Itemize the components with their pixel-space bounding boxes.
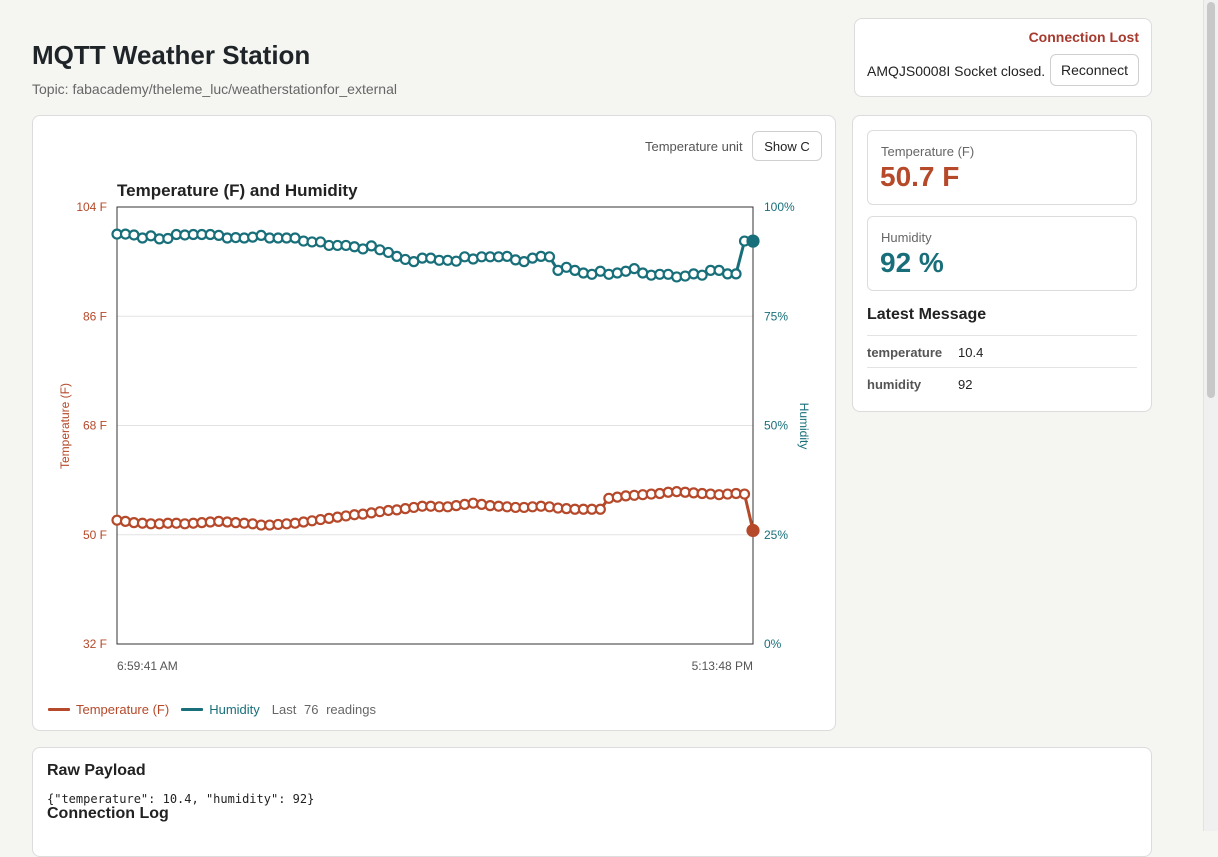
humidity-stat: Humidity 92 % [867, 216, 1137, 291]
y-tick-label: 68 F [83, 419, 107, 433]
y2-tick-label: 25% [764, 528, 788, 542]
topic-label: Topic: fabacademy/theleme_luc/weathersta… [32, 81, 397, 97]
readings-number: 76 [303, 702, 319, 717]
readings-count: Last 76 readings [272, 702, 380, 717]
connection-card: Connection Lost AMQJS0008I Socket closed… [854, 18, 1152, 97]
temperature-stat: Temperature (F) 50.7 F [867, 130, 1137, 205]
y-tick-label: 86 F [83, 309, 107, 323]
temperature-point [594, 503, 606, 515]
humidity-point [543, 251, 556, 263]
latest-value: 10.4 [958, 345, 984, 360]
humidity-stat-label: Humidity [881, 230, 932, 245]
x-end-label: 5:13:48 PM [692, 659, 753, 673]
chart-title: Temperature (F) and Humidity [117, 181, 358, 200]
y2-tick-label: 75% [764, 309, 788, 323]
chart-svg: Temperature (F) and Humidity 32 F 50 F 6… [58, 181, 811, 673]
unit-toggle-button[interactable]: Show C [752, 131, 822, 161]
raw-payload-card: Raw Payload {"temperature": 10.4, "humid… [32, 747, 1152, 857]
chart-card: Temperature unit Show C Temperature (F) … [32, 115, 836, 731]
x-start-label: 6:59:41 AM [117, 659, 178, 673]
scrollbar-thumb[interactable] [1207, 2, 1215, 398]
raw-payload-title: Raw Payload [47, 762, 146, 779]
plot-frame [116, 206, 754, 645]
humidity-point [730, 268, 742, 280]
connection-message: AMQJS0008I Socket closed. [867, 63, 1046, 79]
legend-swatch-temperature [48, 708, 70, 711]
latest-key: humidity [867, 377, 922, 392]
legend-item-humidity: Humidity [181, 702, 260, 717]
connection-status: Connection Lost [1028, 29, 1139, 45]
legend-label-humidity: Humidity [209, 702, 260, 717]
temperature-point [738, 488, 751, 500]
latest-key: temperature [867, 345, 943, 360]
readings-suffix: readings [326, 702, 376, 717]
reconnect-button[interactable]: Reconnect [1050, 54, 1139, 86]
y-axis-ticks: 32 F 50 F 68 F 86 F 104 F [76, 200, 107, 651]
readings-prefix: Last [271, 702, 297, 717]
y2-tick-label: 0% [764, 637, 782, 651]
raw-payload-text: {"temperature": 10.4, "humidity": 92} [47, 792, 315, 806]
chart-series [111, 228, 760, 538]
y2-tick-label: 50% [764, 419, 788, 433]
legend-label-temperature: Temperature (F) [76, 702, 170, 717]
latest-message-title: Latest Message [867, 306, 987, 323]
y-axis-label: Temperature (F) [58, 383, 72, 469]
humidity-point [696, 269, 708, 281]
y2-tick-label: 100% [764, 200, 795, 214]
y2-axis-ticks: 0% 25% 50% 75% 100% [764, 200, 795, 651]
y-tick-label: 50 F [83, 528, 107, 542]
humidity-point [628, 263, 640, 275]
legend-item-temperature: Temperature (F) [48, 702, 169, 717]
chart-legend: Temperature (F) Humidity Last 76 reading… [48, 702, 380, 717]
latest-row-humidity: humidity 92 [867, 367, 1137, 399]
latest-value: 92 [958, 377, 973, 392]
page-title: MQTT Weather Station [32, 40, 311, 70]
y2-axis-label: Humidity [797, 403, 811, 450]
humidity-point [746, 234, 760, 248]
latest-row-temperature: temperature 10.4 [867, 335, 1137, 367]
humidity-stat-value: 92 % [880, 247, 944, 278]
temperature-unit-label: Temperature unit [645, 139, 743, 154]
humidity-point [450, 255, 462, 267]
connection-log-title: Connection Log [47, 805, 169, 822]
temperature-stat-label: Temperature (F) [881, 144, 975, 159]
page-scrollbar[interactable] [1203, 0, 1218, 831]
temperature-stat-value: 50.7 F [880, 161, 960, 192]
y-tick-label: 32 F [83, 637, 107, 651]
y-tick-label: 104 F [76, 200, 107, 214]
temperature-point [746, 523, 760, 538]
stats-card: Temperature (F) 50.7 F Humidity 92 % Lat… [852, 115, 1152, 412]
legend-swatch-humidity [181, 708, 204, 711]
